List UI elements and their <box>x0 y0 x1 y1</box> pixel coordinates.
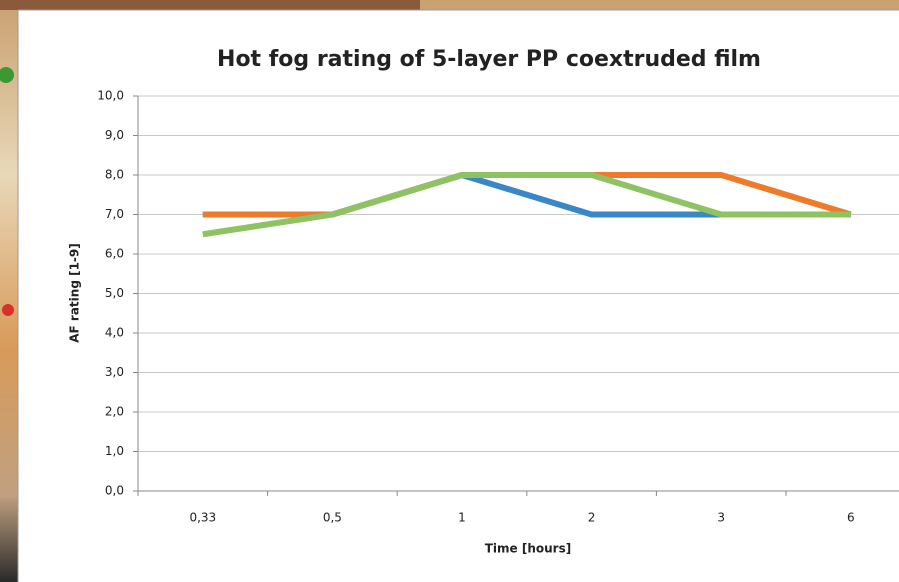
data-line <box>202 172 851 238</box>
y-axis-label: AF rating [1-9] <box>68 243 82 343</box>
x-tick-label: 6 <box>847 511 855 525</box>
y-tick-label: 5,0 <box>105 286 124 300</box>
y-tick-label: 1,0 <box>105 444 124 458</box>
photo-detail <box>2 304 14 316</box>
background-photo-top <box>0 0 420 10</box>
y-tick-label: 6,0 <box>105 247 124 261</box>
y-tick-label: 9,0 <box>105 128 124 142</box>
x-tick-label: 1 <box>458 511 466 525</box>
y-tick-label: 8,0 <box>105 168 124 182</box>
y-tick-label: 7,0 <box>105 207 124 221</box>
y-tick-label: 3,0 <box>105 365 124 379</box>
x-axis-label: Time [hours] <box>485 542 571 556</box>
chart-panel <box>17 9 899 582</box>
y-tick-label: 4,0 <box>105 326 124 340</box>
x-tick-label: 2 <box>588 511 596 525</box>
x-tick-label: 3 <box>717 511 725 525</box>
x-tick-label: 0,5 <box>323 511 342 525</box>
chart-title: Hot fog rating of 5-layer PP coextruded … <box>217 47 761 72</box>
x-tick-label: 0,33 <box>189 511 216 525</box>
y-tick-label: 2,0 <box>105 405 124 419</box>
photo-detail <box>0 67 14 83</box>
y-tick-label: 0,0 <box>105 484 124 498</box>
y-tick-label: 10,0 <box>97 89 124 103</box>
